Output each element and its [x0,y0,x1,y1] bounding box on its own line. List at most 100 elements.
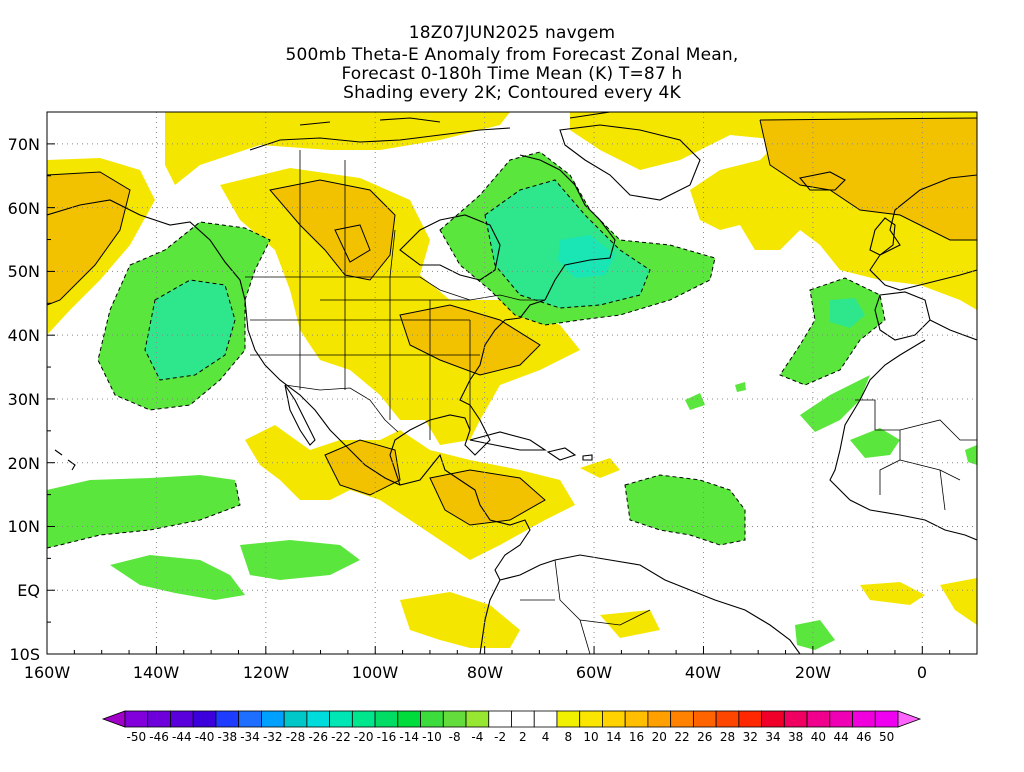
lon-label-140w: 140W [132,663,180,682]
lon-label-120w: 120W [242,663,290,682]
colorbar-label: -22 [331,730,351,744]
contour-negative-tropical-pacific [47,479,241,549]
colorbar-box [533,710,558,728]
positive-region-arctic [165,112,510,185]
colorbar-box [692,710,717,728]
coastline-hawaii [54,449,76,471]
colorbar-box [147,710,171,728]
lon-label-0: 0 [916,663,928,682]
contour-positive-europe [759,117,977,241]
colorbar-box [442,710,467,728]
colorbar-box [261,710,285,728]
colorbar-box [556,710,581,728]
positive-region-equatorial-atlantic [600,610,660,638]
lon-label-60w: 60W [575,663,613,682]
negative-strongest-regions [558,235,615,278]
lat-label-20n: 20N [7,454,40,473]
coastline-hispaniola [546,447,577,461]
coastline-iberia [874,291,931,341]
colorbar-box [488,710,512,728]
contour-negative-tropical-atlantic [624,474,746,546]
coastline-iceland [798,171,846,191]
border-africa-countries [855,399,977,511]
contour-negative-azores [779,277,886,386]
colorbar-arrow-low [101,710,126,728]
colorbar-box [829,710,853,728]
coastline-africa [829,339,977,541]
coastline-uk [869,217,896,256]
colorbar-label: 32 [742,730,758,744]
colorbar-box [283,710,308,728]
lon-label-80w: 80W [466,663,504,682]
colorbar-box [738,710,762,728]
colorbar-label: 28 [719,730,736,744]
colorbar-box [374,710,399,728]
coastline-arctic-islands [249,117,511,151]
lon-label-20w: 20W [794,663,832,682]
colorbar-label: -38 [217,730,238,744]
colorbar-box [351,710,376,728]
negative-region-itcz [795,620,835,650]
title-line-4: Shading every 2K; Contoured every 4K [343,83,681,103]
colorbar-label: -32 [262,730,283,744]
positive-core-canada [270,180,395,280]
colorbar-label: 26 [697,730,713,744]
lat-label-10n: 10N [7,517,40,536]
colorbar-box [306,710,331,728]
colorbar-box [192,710,217,728]
title-line-1: 18Z07JUN2025 navgem [408,23,616,43]
positive-region-canada-ridge [220,168,580,445]
negative-region-sahel [850,428,900,458]
colorbar-box [783,710,808,728]
contour-positive-central-america [429,469,546,526]
colorbar-label: 16 [628,730,645,744]
colorbar-box [806,710,831,728]
grid-lines [47,112,977,654]
colorbar-label: 20 [651,730,667,744]
positive-core-europe [760,118,977,240]
colorbar-label: 10 [583,730,599,744]
colorbar-box [761,710,785,728]
border-canada-provinces [299,150,396,278]
positive-region-south-america [400,592,520,648]
negative-region-tropical-pacific-east [240,540,360,580]
colorbar-box [670,710,694,728]
axis-ticks [46,111,978,655]
colorbar-label: -46 [149,730,169,744]
colorbar-box [647,710,672,728]
contour-negative-pacific-outer [97,221,271,411]
positive-core-central-america [430,470,545,525]
colorbar-box [397,710,421,728]
contour-negative-ne-pacific [144,279,236,381]
negative-region-tropical-pacific-south [110,555,245,600]
colorbar [101,710,922,728]
coastline-gulf-of-mexico [389,299,546,486]
coastlines [47,112,977,654]
title-line-3: Forecast 0-180h Time Mean (K) T=87 h [341,64,683,84]
border-us-mexico [284,384,399,433]
contour-positive-alaska [47,171,131,306]
lat-label-60n: 60N [7,199,40,218]
colorbar-box [465,710,490,728]
negative-region-africa-east [965,445,977,465]
colorbar-box [715,710,740,728]
contour-negative-labrador [484,179,651,309]
lon-label-100w: 100W [351,663,399,682]
negative-region-azores [780,278,885,385]
colorbar-box [852,710,876,728]
coastline-labrador [519,154,616,301]
colorbar-label: -10 [422,730,442,744]
positive-region-africa-2 [940,578,977,625]
negative-core-azores [830,298,865,328]
negative-strongest-labrador [558,235,615,278]
colorbar-label: -28 [285,730,306,744]
colorbar-label: -8 [448,730,461,744]
colorbar-box [602,710,626,728]
border-south-america-countries [520,559,651,654]
coastline-baja [284,384,316,446]
contour-positive-us-east [399,304,541,376]
coastline-greenland [559,112,701,201]
colorbar-label: -16 [376,730,397,744]
lat-label-50n: 50N [7,262,40,281]
